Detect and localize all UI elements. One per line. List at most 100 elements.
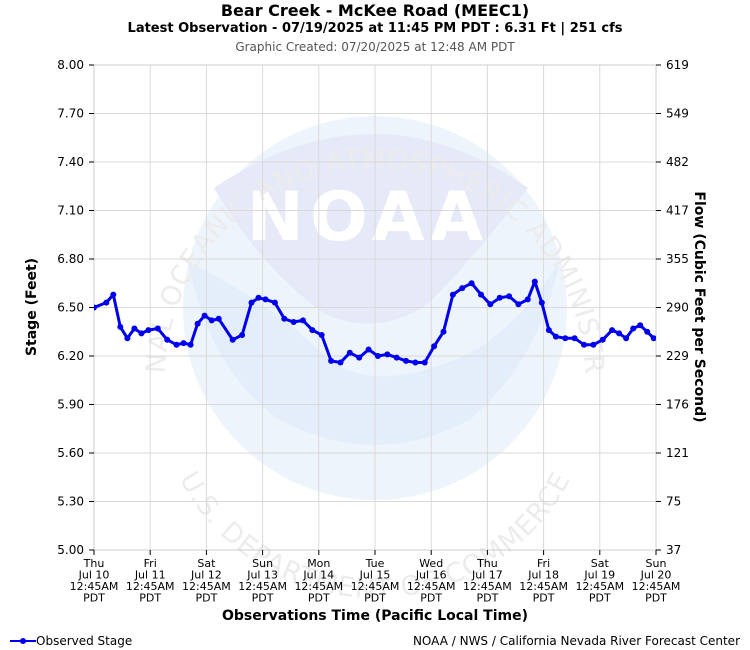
credit-text: NOAA / NWS / California Nevada River For…	[412, 634, 740, 648]
y2-tick-label: 355	[666, 252, 689, 266]
y-tick-label: 7.70	[57, 107, 84, 121]
y2-tick-label: 176	[666, 398, 689, 412]
x-tick-label: Sat Jul 12 12:45AM PDT	[182, 557, 231, 605]
data-point	[337, 359, 344, 366]
data-point	[552, 333, 559, 340]
data-point	[478, 291, 484, 298]
x-tick-label: Thu Jul 17 12:45AM PDT	[463, 557, 512, 605]
data-point	[571, 335, 578, 342]
data-point	[300, 317, 306, 324]
chart-title: Bear Creek - McKee Road (MEEC1)	[220, 1, 530, 20]
series-observed-stage	[94, 278, 656, 366]
data-point	[103, 299, 110, 306]
data-point	[609, 327, 616, 334]
y2-tick-label: 482	[666, 155, 689, 169]
data-point	[94, 304, 97, 311]
data-point	[262, 296, 269, 303]
data-point	[356, 354, 363, 361]
data-point	[384, 351, 391, 358]
data-point	[421, 359, 428, 366]
data-point	[616, 330, 623, 337]
seal-gull-shape	[214, 134, 528, 324]
data-point	[194, 320, 201, 327]
y-tick-label: 5.60	[57, 446, 84, 460]
data-point	[239, 332, 246, 338]
data-point	[117, 323, 124, 330]
seal-logo-text: NOAA	[247, 178, 489, 257]
data-point	[309, 327, 316, 334]
data-point	[468, 280, 475, 287]
data-point	[531, 278, 538, 285]
data-point	[545, 327, 552, 334]
grid-lines	[93, 64, 657, 551]
data-point	[644, 328, 651, 335]
legend-label: Observed Stage	[36, 634, 133, 648]
x-tick-label: Thu Jul 10 12:45AM PDT	[70, 557, 119, 605]
data-point	[248, 299, 255, 306]
x-tick-label: Fri Jul 11 12:45AM PDT	[126, 557, 175, 605]
data-point	[487, 301, 494, 308]
y-tick-label: 5.00	[57, 543, 84, 557]
data-point	[271, 299, 278, 306]
y2-tick-label: 619	[666, 58, 689, 72]
data-point	[290, 319, 297, 325]
data-point	[365, 346, 372, 353]
data-point	[124, 335, 131, 342]
data-point	[599, 336, 606, 343]
data-point	[180, 340, 187, 347]
y2-tick-label: 121	[666, 446, 689, 460]
seal-wave-shape	[188, 260, 560, 445]
graphic-created: Graphic Created: 07/20/2025 at 12:48 AM …	[235, 40, 515, 54]
y-tick-label: 6.50	[57, 301, 84, 315]
data-point	[110, 291, 117, 298]
data-point	[138, 330, 145, 337]
data-point	[506, 293, 513, 300]
x-tick-label: Tue Jul 15 12:45AM PDT	[351, 557, 400, 605]
data-point	[581, 341, 587, 348]
y2-tick-label: 417	[666, 204, 689, 218]
data-point	[215, 315, 222, 322]
y-tick-label: 8.00	[57, 58, 84, 72]
y2-tick-label: 549	[666, 107, 689, 121]
data-point	[154, 325, 161, 332]
x-tick-label: Mon Jul 14 12:45AM PDT	[294, 557, 343, 605]
legend: Observed Stage	[10, 634, 132, 648]
data-point	[145, 327, 152, 334]
y2-axis-title: Flow (Cubic Feet per Second)	[691, 191, 707, 422]
data-point	[562, 335, 569, 342]
data-point	[374, 353, 381, 359]
data-point	[524, 296, 531, 303]
data-point	[515, 301, 522, 308]
y-axis-right: 619 549 482 417 355 290 229 176 121 75 37	[656, 58, 689, 557]
data-point	[403, 357, 409, 364]
y-tick-label: 7.10	[57, 204, 84, 218]
x-axis-title: Observations Time (Pacific Local Time)	[222, 608, 528, 624]
y-tick-label: 6.80	[57, 252, 84, 266]
x-tick-label: Wed Jul 16 12:45AM PDT	[407, 557, 456, 605]
data-point	[440, 328, 447, 335]
data-point	[201, 312, 208, 319]
y-tick-label: 5.90	[57, 398, 84, 412]
y-axis-left: 8.00 7.70 7.40 7.10 6.80 6.50 6.20 5.90 5.60 5.30…	[57, 58, 94, 557]
data-point	[412, 359, 419, 366]
data-point	[449, 291, 456, 298]
y-tick-label: 5.30	[57, 495, 84, 509]
data-point	[173, 341, 180, 348]
y-tick-label: 6.20	[57, 349, 84, 363]
data-point	[496, 294, 503, 301]
data-point	[623, 335, 630, 342]
data-point	[637, 322, 644, 329]
y-tick-label: 7.40	[57, 155, 84, 169]
data-point	[538, 299, 545, 306]
x-tick-label: Fri Jul 18 12:45AM PDT	[519, 557, 568, 605]
data-point	[164, 336, 171, 343]
latest-observation: Latest Observation - 07/19/2025 at 11:45…	[127, 21, 623, 36]
x-tick-label: Sun Jul 20 12:45AM PDT	[632, 557, 681, 605]
data-point	[630, 325, 637, 332]
y2-tick-label: 290	[666, 301, 689, 315]
data-point	[255, 294, 262, 301]
y2-tick-label: 229	[666, 349, 689, 363]
data-point	[318, 332, 325, 338]
